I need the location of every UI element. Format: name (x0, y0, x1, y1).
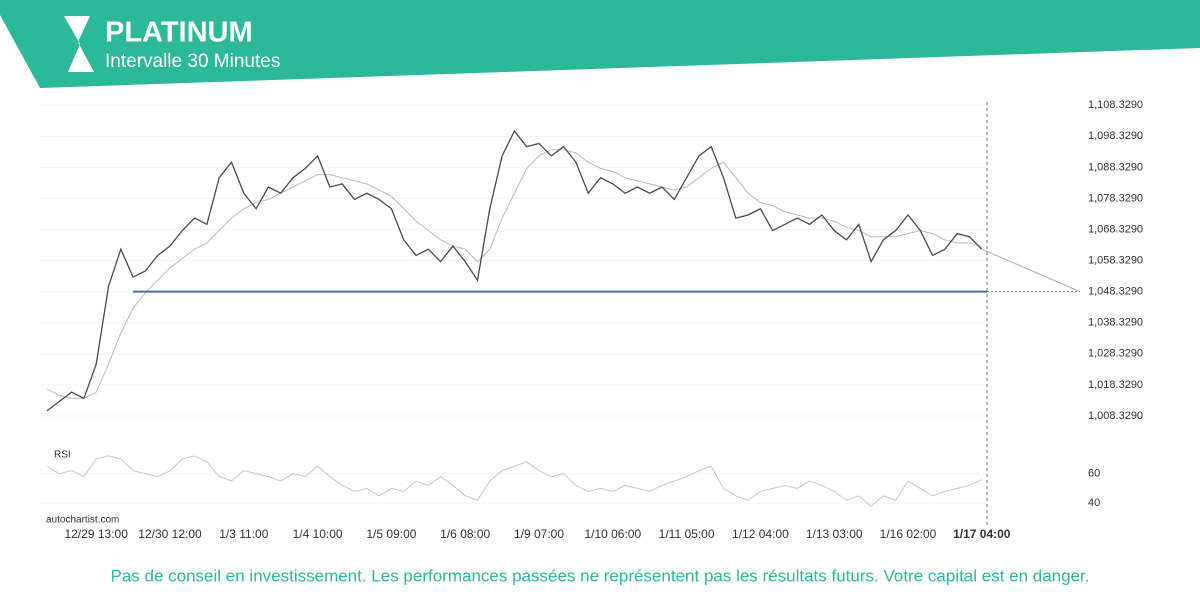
rsi-line (46, 455, 983, 507)
x-tick-label: 1/3 11:00 (219, 527, 268, 541)
x-tick-label: 1/5 09:00 (366, 527, 416, 541)
chart-subtitle: Intervalle 30 Minutes (105, 51, 280, 72)
y-tick-label: 1,028.3290 (1088, 348, 1143, 360)
x-tick-label: 1/17 04:00 (953, 527, 1011, 541)
y-tick-label: 1,038.3290 (1088, 317, 1143, 329)
y-tick-label: 1,008.3290 (1088, 410, 1143, 422)
x-tick-label: 1/4 10:00 (293, 527, 343, 541)
y-tick-label: 1,088.3290 (1088, 161, 1143, 173)
price-line (46, 129, 983, 412)
y-tick-label: 1,048.3290 (1088, 286, 1143, 298)
rsi-label: RSI (54, 450, 71, 461)
logo (64, 16, 94, 72)
y-tick-label: 1,098.3290 (1088, 130, 1143, 142)
chart-title: PLATINUM (105, 17, 253, 49)
y-tick-label: 1,108.3290 (1088, 99, 1143, 111)
y-tick-label: 1,018.3290 (1088, 379, 1143, 391)
x-tick-label: 1/6 08:00 (440, 527, 490, 541)
footer: Pas de conseil en investissement. Les pe… (111, 566, 1090, 585)
x-tick-label: 1/13 03:00 (806, 527, 863, 541)
x-tick-label: 1/12 04:00 (732, 527, 789, 541)
header-band (0, 0, 1200, 88)
y-tick-label: 1,078.3290 (1088, 192, 1143, 204)
x-tick-label: 1/16 02:00 (880, 527, 937, 541)
source: autochartist.com (46, 515, 119, 526)
rsi-tick-label: 60 (1088, 468, 1100, 480)
x-tick-label: 1/10 06:00 (584, 527, 641, 541)
y-tick-label: 1,058.3290 (1088, 254, 1143, 266)
x-tick-label: 1/9 07:00 (514, 527, 564, 541)
moving-average (46, 149, 982, 399)
y-tick-label: 1,068.3290 (1088, 223, 1143, 235)
projection-line (981, 248, 1081, 293)
rsi-tick-label: 40 (1088, 497, 1100, 509)
x-tick-label: 12/30 12:00 (138, 527, 202, 541)
x-tick-label: 12/29 13:00 (64, 527, 128, 541)
x-tick-label: 1/11 05:00 (659, 527, 715, 541)
